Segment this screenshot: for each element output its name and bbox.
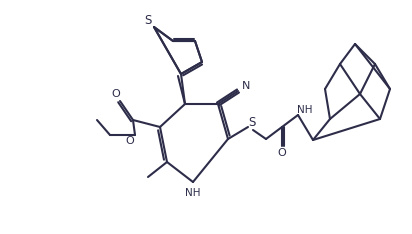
Text: NH: NH [185, 188, 201, 198]
Text: O: O [126, 136, 134, 146]
Text: O: O [278, 148, 286, 158]
Text: NH: NH [297, 105, 313, 115]
Text: N: N [242, 81, 250, 91]
Text: O: O [112, 89, 120, 99]
Text: S: S [144, 15, 152, 28]
Text: S: S [248, 116, 256, 128]
